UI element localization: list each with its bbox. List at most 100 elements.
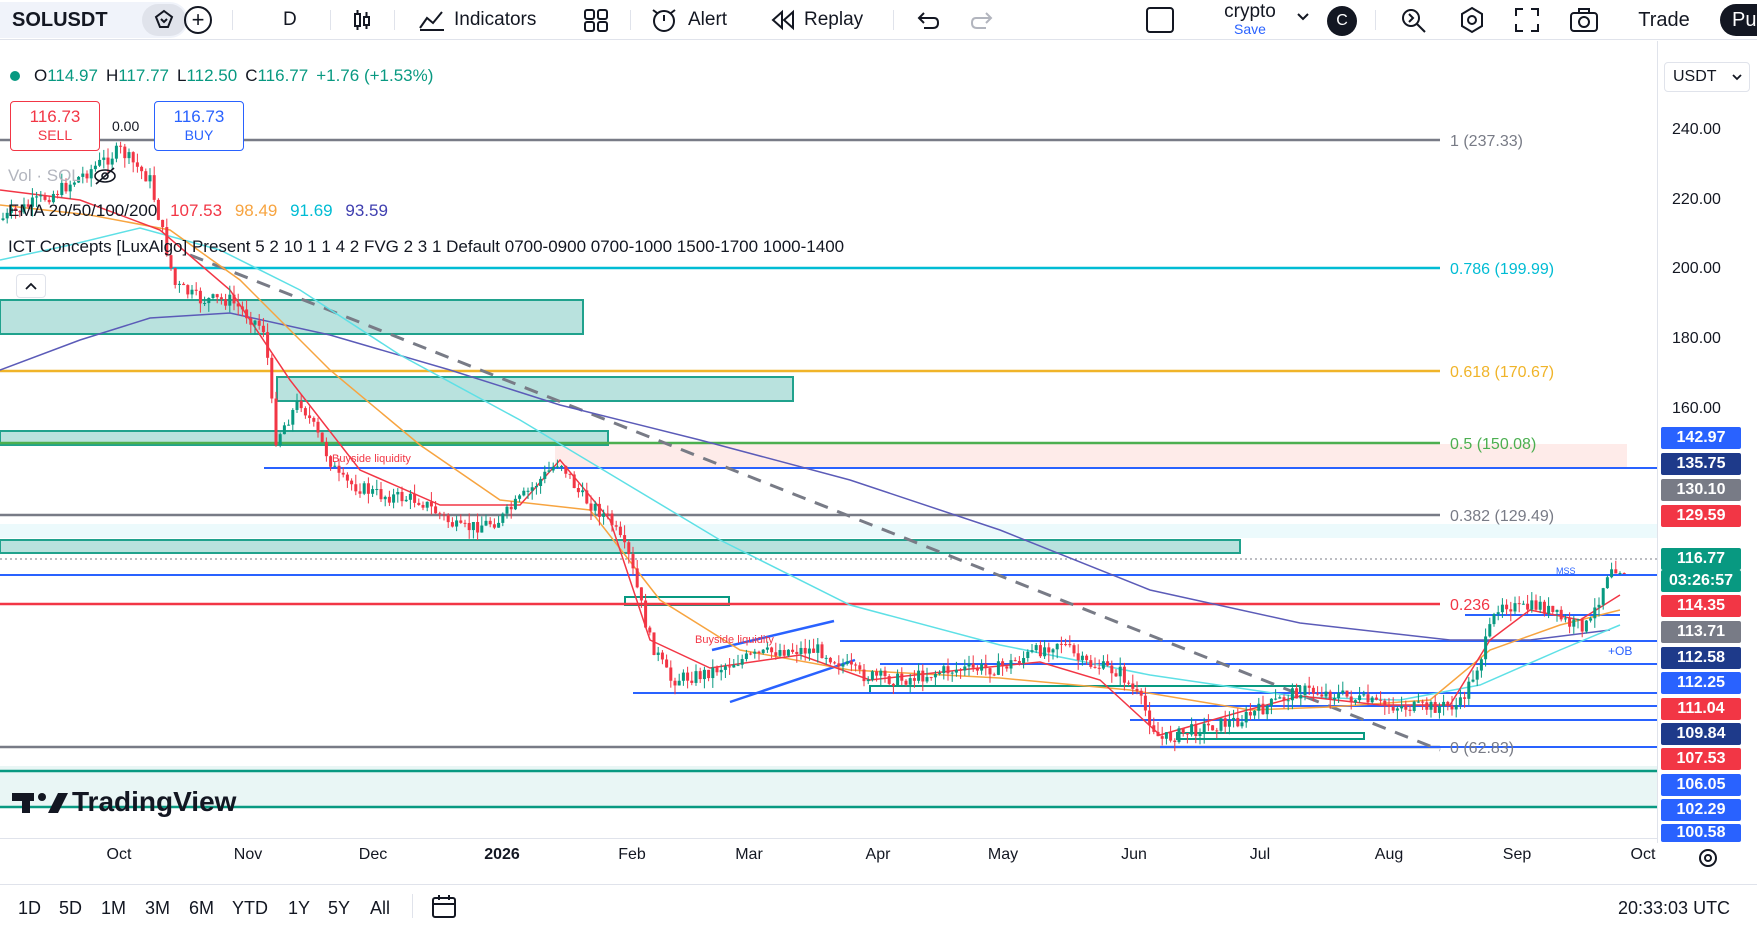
candle-body (43, 195, 47, 200)
candle-body (1017, 660, 1021, 664)
interval-label: D (283, 8, 297, 30)
undo-icon[interactable] (914, 8, 940, 37)
candle-body (102, 157, 106, 160)
compare-add-icon[interactable]: + (184, 6, 212, 34)
candle-body (837, 663, 841, 667)
candle-body (665, 659, 669, 668)
currency-select[interactable]: USDT (1664, 62, 1750, 92)
date-range-icon[interactable] (430, 893, 458, 924)
eye-off-icon[interactable] (93, 167, 117, 185)
candle-body (954, 669, 958, 673)
candle-body (404, 499, 408, 502)
candle-body (749, 653, 753, 655)
avatar[interactable]: C (1327, 6, 1357, 36)
range-6m[interactable]: 6M (189, 898, 215, 918)
candle-body (1013, 660, 1017, 662)
ohlc-o-label: O (34, 66, 48, 85)
trade-button[interactable]: Trade (1618, 4, 1710, 36)
price-tag: 100.58 (1661, 824, 1741, 842)
chart-canvas[interactable]: Buyside liquidity Buyside liquidity +OB … (0, 41, 1757, 831)
candle-body (135, 162, 139, 167)
fullscreen-icon[interactable] (1514, 7, 1540, 38)
interval-button[interactable]: D (283, 0, 297, 40)
candle-body (429, 501, 433, 507)
candle-body (963, 666, 967, 671)
layout-name-button[interactable]: crypto Save (1190, 1, 1310, 37)
replay-label: Replay (804, 8, 864, 30)
candle-body (245, 309, 249, 319)
ob-label: +OB (1608, 644, 1632, 658)
candle-body (1219, 718, 1223, 731)
range-1m[interactable]: 1M (101, 898, 127, 918)
collapse-legend-button[interactable] (16, 274, 46, 298)
candle-body (1458, 697, 1462, 706)
range-ytd[interactable]: YTD (232, 898, 268, 918)
ict-legend: ICT Concepts [LuxAlgo] Present 5 2 10 1 … (8, 237, 845, 256)
candle-body (72, 182, 76, 185)
publish-button[interactable]: Pu (1720, 4, 1757, 36)
time-label: Jul (1249, 846, 1271, 863)
candle-body (1164, 732, 1168, 739)
candle-body (1387, 705, 1391, 707)
candle-body (912, 678, 916, 681)
templates-icon[interactable] (583, 8, 609, 37)
candle-body (921, 670, 925, 682)
alert-button[interactable]: Alert (650, 0, 727, 40)
candles-group (1, 141, 1626, 752)
candle-body (505, 506, 509, 514)
candle-body (761, 649, 765, 654)
candle-body (614, 525, 618, 527)
range-1y[interactable]: 1Y (288, 898, 311, 918)
replay-button[interactable]: Replay (770, 0, 863, 40)
candle-body (1463, 697, 1467, 699)
candle-body (1395, 708, 1399, 711)
price-tag: 129.59 (1661, 505, 1741, 527)
candle-body (1038, 645, 1042, 657)
ema20-line (0, 189, 1621, 736)
candle-body (186, 285, 190, 295)
candle-body (1316, 693, 1320, 695)
candle-body (1547, 605, 1551, 614)
candle-body (564, 465, 568, 474)
candle-body (320, 432, 324, 443)
candle-body (1471, 679, 1475, 682)
candle-body (1236, 717, 1240, 727)
buy-button[interactable]: 116.73 BUY (154, 101, 244, 151)
range-1d[interactable]: 1D (18, 898, 42, 918)
chart-settings-icon[interactable] (1696, 846, 1720, 875)
candle-body (22, 204, 26, 213)
sell-button[interactable]: 116.73 SELL (10, 101, 100, 151)
redo-icon[interactable] (970, 8, 996, 37)
camera-icon[interactable] (1569, 7, 1599, 38)
candles-type-icon[interactable] (350, 8, 374, 37)
candle-body (1051, 649, 1055, 653)
candle-body (236, 303, 240, 307)
range-5d[interactable]: 5D (59, 898, 83, 918)
chevron-down-icon[interactable] (1295, 8, 1311, 27)
candle-body (597, 503, 601, 517)
range-5y[interactable]: 5Y (328, 898, 351, 918)
candle-body (1484, 636, 1488, 660)
candle-body (1030, 650, 1034, 652)
indicators-button[interactable]: Indicators (418, 0, 536, 40)
candle-body (1509, 609, 1513, 612)
candle-body (274, 398, 278, 446)
candle-body (933, 674, 937, 678)
candle-body (198, 290, 202, 304)
candle-body (1353, 700, 1357, 703)
time-label: Mar (735, 846, 763, 863)
settings-gear-icon[interactable] (1458, 6, 1486, 39)
candle-body (9, 208, 13, 213)
time-label: Sep (1502, 846, 1532, 863)
quick-search-icon[interactable] (1400, 6, 1428, 39)
candle-body (1379, 699, 1383, 701)
candle-body (1282, 697, 1286, 701)
candle-body (93, 165, 97, 170)
range-3m[interactable]: 3M (145, 898, 171, 918)
buyside-label-1: Buyside liquidity (332, 453, 411, 465)
range-all[interactable]: All (370, 898, 391, 918)
candle-body (1374, 697, 1378, 700)
layout-select-icon[interactable] (1146, 7, 1174, 33)
symbol-options-button[interactable] (142, 4, 186, 36)
chevron-down-icon (1731, 74, 1742, 81)
